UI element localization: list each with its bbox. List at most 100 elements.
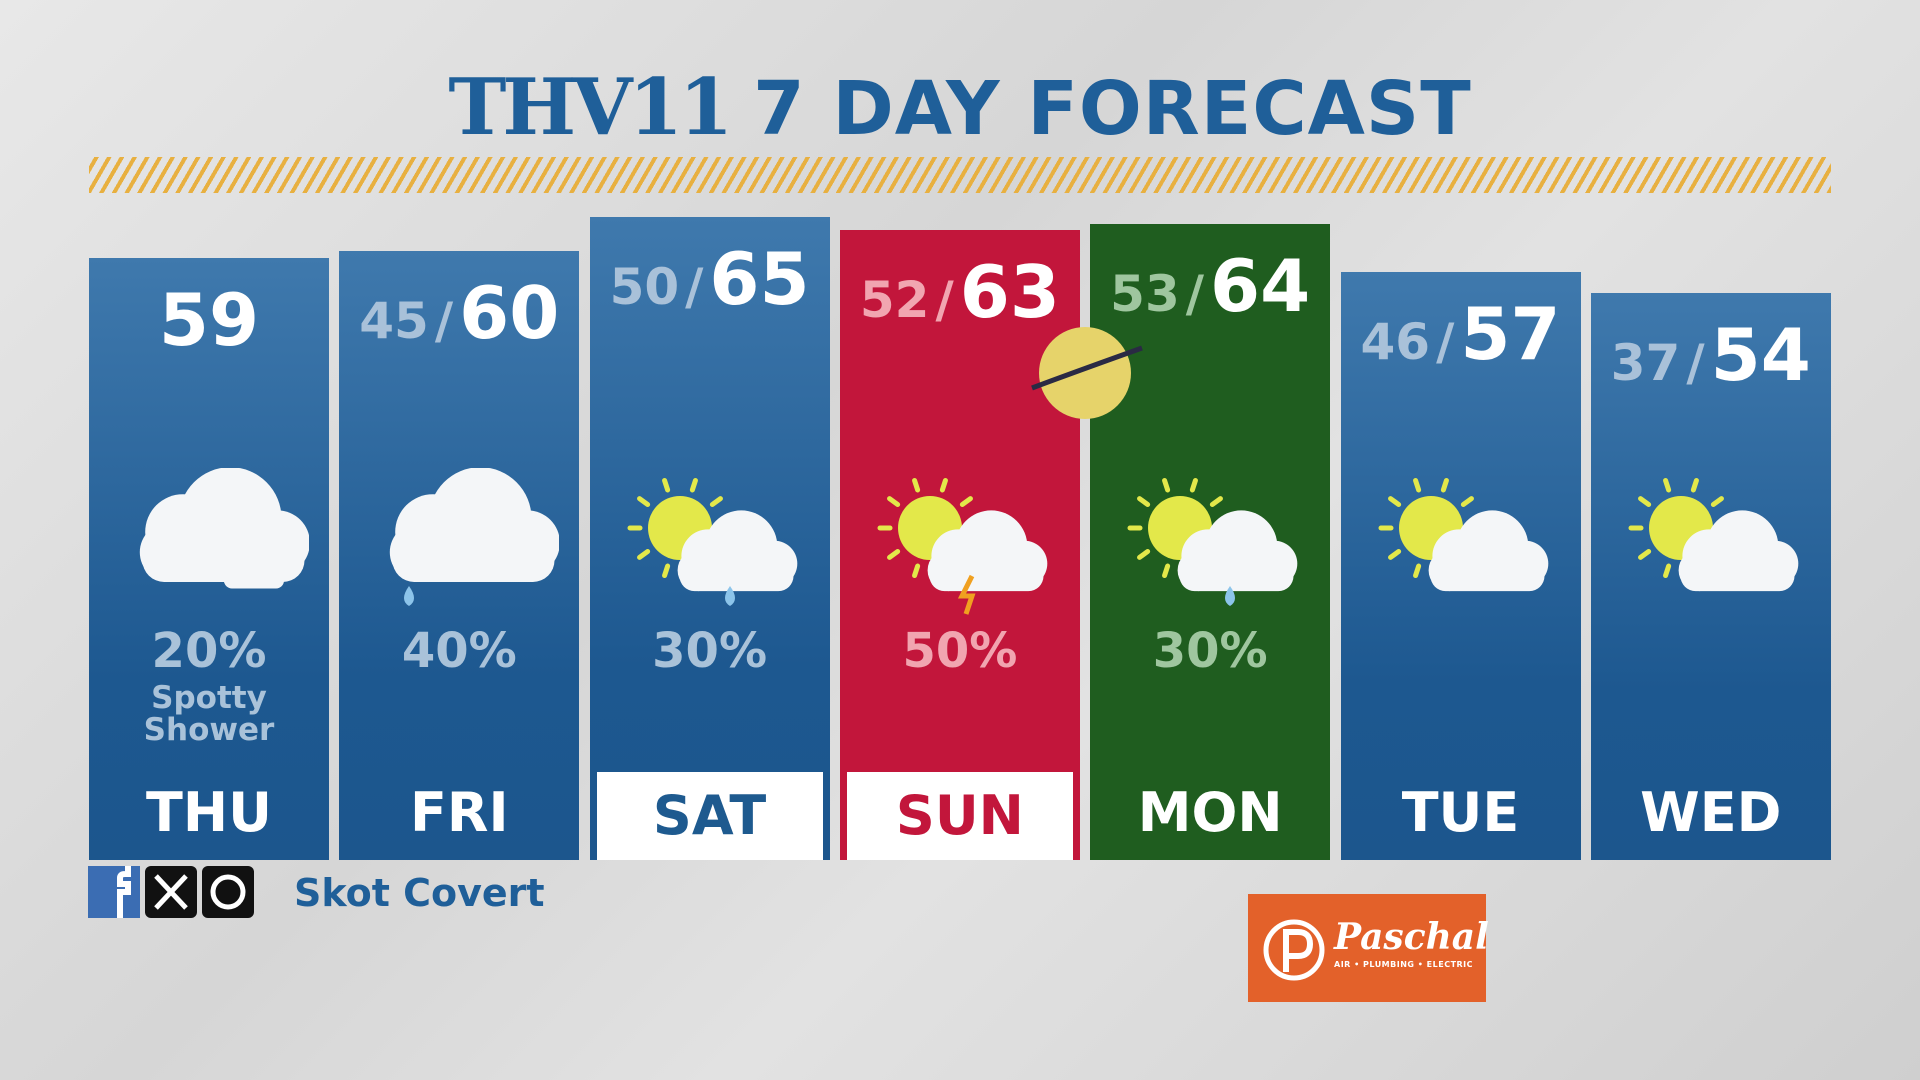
cloud [1678, 510, 1799, 592]
sun-ray [1662, 477, 1671, 493]
stripe-band [89, 157, 1831, 193]
sun-ray [1190, 477, 1199, 493]
separator: / [1436, 313, 1455, 371]
temps: 50/65 [590, 237, 830, 321]
sun-ray [1387, 496, 1401, 507]
note: Spotty Shower [143, 680, 275, 748]
day-column: 52/63 50% SUN [839, 230, 1080, 860]
sun-ray [1637, 496, 1651, 507]
low-temp: 53 [1110, 265, 1180, 323]
separator: / [935, 271, 954, 329]
handle: Skot Covert [294, 871, 545, 915]
sun-ray [1710, 496, 1724, 507]
title: 7 DAY FORECAST [753, 66, 1472, 152]
separator: / [685, 258, 704, 316]
moon [1039, 327, 1131, 419]
sun-ray [1162, 563, 1171, 579]
sun-ray [1412, 563, 1421, 579]
cloud [927, 510, 1048, 592]
low-temp: 52 [859, 271, 930, 329]
day-label: TUE [1401, 781, 1520, 844]
rain-drop [404, 586, 415, 606]
cloud [223, 546, 286, 589]
high-temp: 60 [459, 271, 560, 355]
sun-ray [1637, 549, 1651, 560]
sponsor-p [1283, 929, 1314, 972]
sponsor-name: Paschal [1334, 916, 1489, 958]
threads-icon [202, 866, 254, 918]
cloud-base [1430, 560, 1544, 592]
cloud-base [679, 560, 794, 592]
precip: 30% [652, 623, 768, 679]
sun-ray [636, 549, 650, 560]
temps: 53/64 [1090, 244, 1330, 328]
lightning [957, 574, 976, 615]
sun-ray [911, 563, 921, 579]
facebook-glyph [117, 866, 131, 918]
header: THV11 7 DAY FORECAST [0, 62, 1920, 153]
sun-ray [1137, 496, 1151, 507]
day-column: 46/57 TUE [1340, 272, 1581, 860]
temps: 37/54 [1591, 313, 1831, 397]
sun-ray [661, 477, 670, 493]
cloud-base [224, 572, 284, 589]
sponsor-ring [1263, 919, 1325, 981]
cloud-base [929, 560, 1044, 592]
temps: 45/60 [339, 271, 579, 355]
cloud [1428, 510, 1548, 592]
precip: 20% [151, 623, 267, 679]
high-temp: 64 [1210, 244, 1311, 328]
sun-ray [886, 549, 901, 560]
low-temp: 45 [359, 292, 429, 350]
weather-icon [1628, 477, 1799, 592]
day-column: 53/64 30% MON [1090, 224, 1331, 860]
day-label: THU [146, 781, 272, 844]
high-temp: 65 [709, 237, 810, 321]
threads-glyph [210, 874, 246, 910]
x-glyph [154, 874, 188, 910]
low-temp: 46 [1360, 313, 1431, 371]
day-column: 50/65 30% SAT [589, 217, 830, 860]
day-column: 59 20% Spotty Shower THU [89, 258, 329, 860]
sun-ray [1412, 477, 1421, 493]
high-temp: 54 [1710, 313, 1811, 397]
sun-ray [661, 563, 670, 579]
logo: THV11 [448, 62, 733, 153]
high-temp: 63 [959, 250, 1060, 334]
rain-drop [1225, 586, 1236, 606]
day-label: FRI [410, 781, 509, 844]
high-temp: 59 [158, 278, 260, 362]
weather-icon [627, 477, 797, 606]
social: Skot Covert [88, 866, 545, 920]
separator: / [1686, 334, 1705, 392]
separator: / [434, 292, 454, 350]
cloud [390, 468, 560, 582]
sun-ray [1387, 549, 1401, 560]
sun-ray [959, 496, 973, 507]
weather-icon [390, 468, 560, 606]
cloud [677, 510, 797, 592]
weather-icon [139, 468, 309, 589]
sun-ray [1662, 563, 1671, 579]
facebook-icon [88, 866, 140, 918]
temps: 52/63 [840, 250, 1080, 334]
precip: 50% [902, 623, 1018, 679]
sun-ray [911, 477, 921, 493]
day-label: SAT [596, 772, 823, 860]
weather-icon [877, 477, 1048, 615]
separator: / [1185, 265, 1205, 323]
sponsor-mark [1263, 919, 1325, 981]
day-column: 45/60 40% FRI [339, 251, 580, 860]
low-temp: 50 [609, 258, 680, 316]
rain-drop [724, 586, 735, 606]
precip: 30% [1152, 623, 1268, 679]
day-column: 37/54 WED [1590, 293, 1831, 860]
high-temp: 57 [1460, 292, 1561, 376]
sun-ray [1440, 477, 1449, 493]
cloud [139, 468, 309, 582]
moon-sleigh [1031, 327, 1143, 419]
social-icons [88, 866, 254, 918]
weather-icon [1127, 477, 1298, 606]
day-label: MON [1137, 781, 1283, 844]
temps: 59 [89, 278, 329, 362]
